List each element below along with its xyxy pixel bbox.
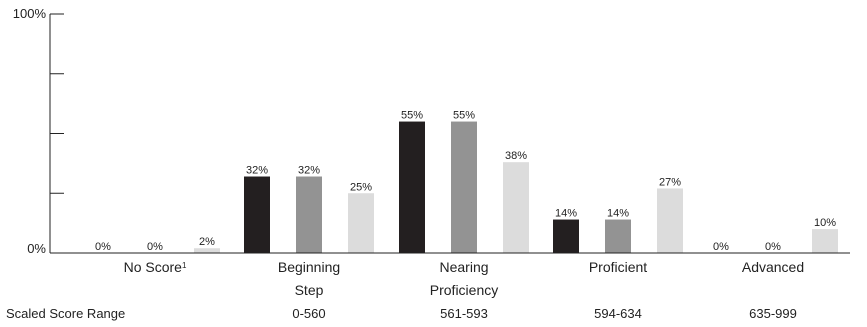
data-label: 38% (505, 150, 527, 162)
data-label: 14% (607, 208, 629, 220)
bar (244, 176, 270, 253)
bar (296, 176, 322, 253)
y-tick-label: 0% (27, 241, 46, 256)
bar (812, 229, 838, 253)
data-label: 0% (147, 241, 163, 253)
data-label: 0% (713, 241, 729, 253)
data-label: 25% (350, 181, 372, 193)
data-label: 0% (95, 241, 111, 253)
category-label-line2: Proficiency (430, 282, 498, 298)
bar (399, 121, 425, 253)
bar (553, 219, 579, 253)
score-range-label: 594-634 (594, 306, 642, 321)
category-label: No Score1 (124, 259, 187, 275)
bar (657, 188, 683, 253)
data-label: 55% (453, 110, 475, 122)
category-label: Beginning (278, 259, 340, 275)
score-range-label: 561-593 (440, 306, 488, 321)
data-label: 0% (765, 241, 781, 253)
data-label: 32% (298, 165, 320, 177)
category-footnote-marker: 1 (182, 261, 187, 270)
bar (503, 162, 529, 253)
y-tick-label: 100% (13, 6, 47, 21)
data-label: 2% (199, 236, 215, 248)
category-label-line2: Step (295, 282, 324, 298)
category-label-text: Proficient (589, 259, 647, 275)
data-label: 10% (814, 217, 836, 229)
category-label-text: No Score (124, 259, 183, 275)
data-label: 32% (246, 165, 268, 177)
data-label: 27% (659, 176, 681, 188)
bar (605, 219, 631, 253)
category-label-text: Advanced (742, 259, 804, 275)
data-label: 55% (401, 110, 423, 122)
score-range-label: 635-999 (749, 306, 797, 321)
data-label: 14% (555, 208, 577, 220)
bar (451, 121, 477, 253)
category-label: Advanced (742, 259, 804, 275)
score-range-label: 0-560 (292, 306, 325, 321)
bar (194, 248, 220, 253)
category-label: Nearing (439, 259, 488, 275)
category-label: Proficient (589, 259, 647, 275)
bar (348, 193, 374, 253)
category-label-text: Beginning (278, 259, 340, 275)
score-range-row-label: Scaled Score Range (6, 306, 125, 321)
category-label-text: Nearing (439, 259, 488, 275)
